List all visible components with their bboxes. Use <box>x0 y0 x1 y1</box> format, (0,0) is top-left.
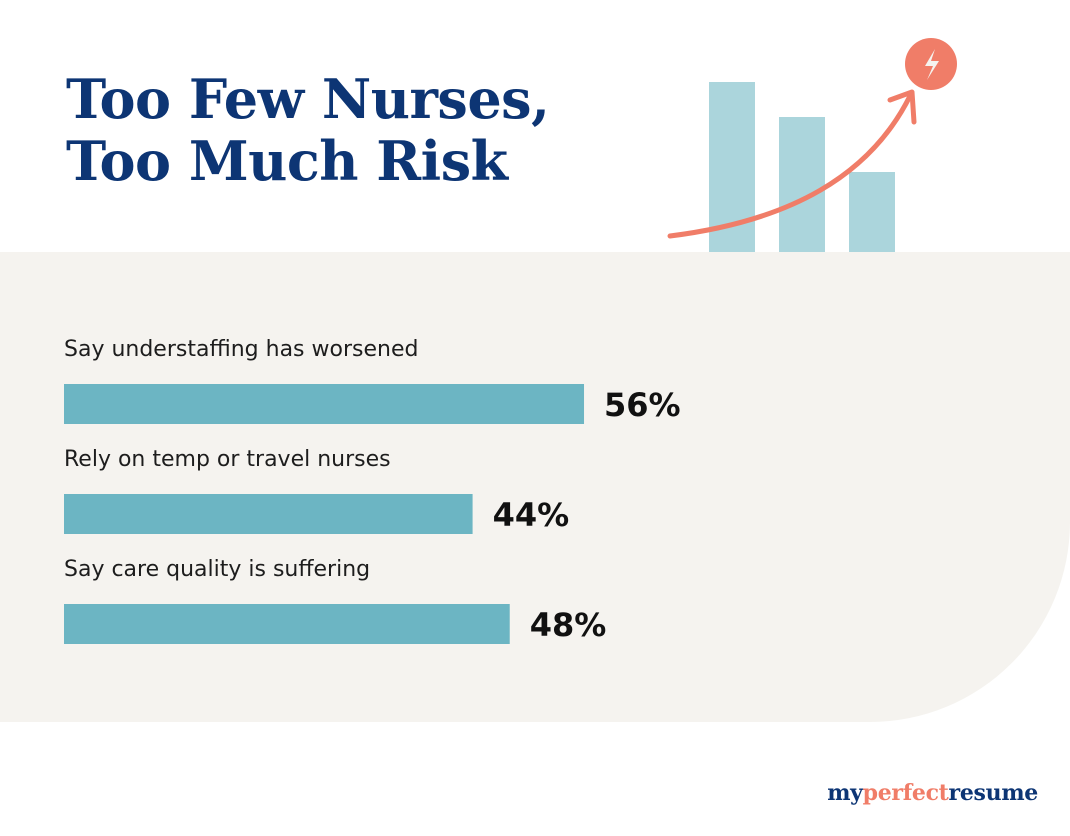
bar-label: Say understaffing has worsened <box>64 337 418 362</box>
illustration-bar-3 <box>849 172 895 254</box>
lightning-bolt-icon <box>905 38 957 90</box>
value-label: 48% <box>530 606 607 644</box>
bar-label: Rely on temp or travel nurses <box>64 447 391 472</box>
title-line-2: Too Much Risk <box>66 129 508 193</box>
illustration-bar-2 <box>779 117 825 254</box>
bar <box>64 604 510 644</box>
brand-logo-perfect: perfect <box>862 780 949 806</box>
bar <box>64 384 585 424</box>
value-label: 44% <box>493 496 570 534</box>
title-line-1: Too Few Nurses, <box>66 67 550 131</box>
brand-logo-resume: resume <box>948 780 1039 806</box>
bar-label: Say care quality is suffering <box>64 557 370 582</box>
chart-panel: Say understaffing has worsened 56% Rely on… <box>0 252 1070 722</box>
brand-logo-my: my <box>827 780 863 806</box>
bar-chart: Say understaffing has worsened 56% Rely on… <box>64 337 681 644</box>
trend-illustration <box>667 38 957 254</box>
page-title: Too Few Nurses, Too Much Risk <box>66 67 550 193</box>
trend-up-arrow-icon <box>667 89 917 239</box>
value-label: 56% <box>604 386 681 424</box>
bar <box>64 494 473 534</box>
brand-logo: myperfectresume <box>827 780 1038 806</box>
